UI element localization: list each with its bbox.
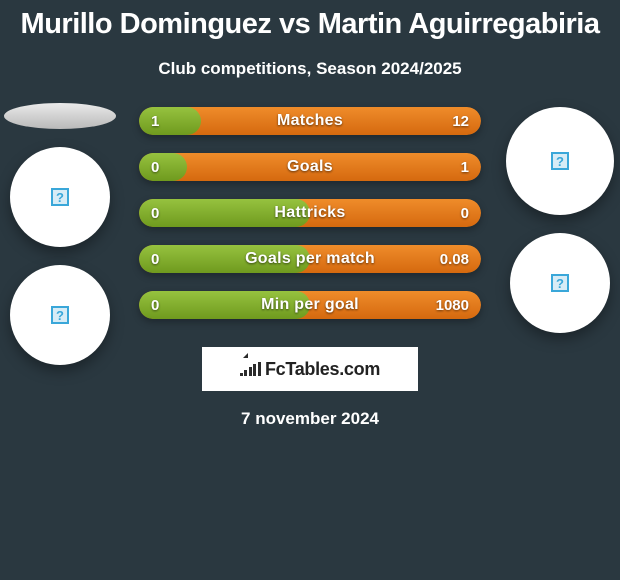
player-right-team: ? (510, 233, 610, 333)
stat-right-value: 1 (449, 153, 481, 181)
player-left-avatar: ? (10, 147, 110, 247)
player-right-avatar: ? (506, 107, 614, 215)
player-left: ? ? (10, 107, 110, 307)
stat-label: Hattricks (139, 199, 481, 227)
attribution-logo: FcTables.com (202, 347, 418, 391)
stat-row: 0 Goals per match 0.08 (139, 245, 481, 273)
logo-bars-icon (240, 362, 261, 376)
stat-row: 0 Min per goal 1080 (139, 291, 481, 319)
image-placeholder-icon: ? (551, 152, 569, 170)
player-left-team: ? (10, 265, 110, 365)
date-text: 7 november 2024 (0, 409, 620, 429)
stat-right-value: 12 (440, 107, 481, 135)
stat-right-value: 1080 (424, 291, 481, 319)
comparison-panel: ? ? ? ? 1 Matches 12 0 Goals 1 (0, 107, 620, 429)
avatar-shadow (4, 103, 116, 129)
stat-right-value: 0.08 (428, 245, 481, 273)
stat-bars: 1 Matches 12 0 Goals 1 0 Hattricks 0 0 G… (139, 107, 481, 319)
player-right: ? ? (510, 107, 610, 315)
stat-label: Matches (139, 107, 481, 135)
image-placeholder-icon: ? (551, 274, 569, 292)
stat-right-value: 0 (449, 199, 481, 227)
subtitle: Club competitions, Season 2024/2025 (0, 59, 620, 79)
image-placeholder-icon: ? (51, 306, 69, 324)
stat-row: 0 Goals 1 (139, 153, 481, 181)
image-placeholder-icon: ? (51, 188, 69, 206)
stat-label: Goals (139, 153, 481, 181)
page-title: Murillo Dominguez vs Martin Aguirregabir… (0, 0, 620, 45)
stat-row: 0 Hattricks 0 (139, 199, 481, 227)
stat-row: 1 Matches 12 (139, 107, 481, 135)
logo-text: FcTables.com (265, 359, 380, 380)
